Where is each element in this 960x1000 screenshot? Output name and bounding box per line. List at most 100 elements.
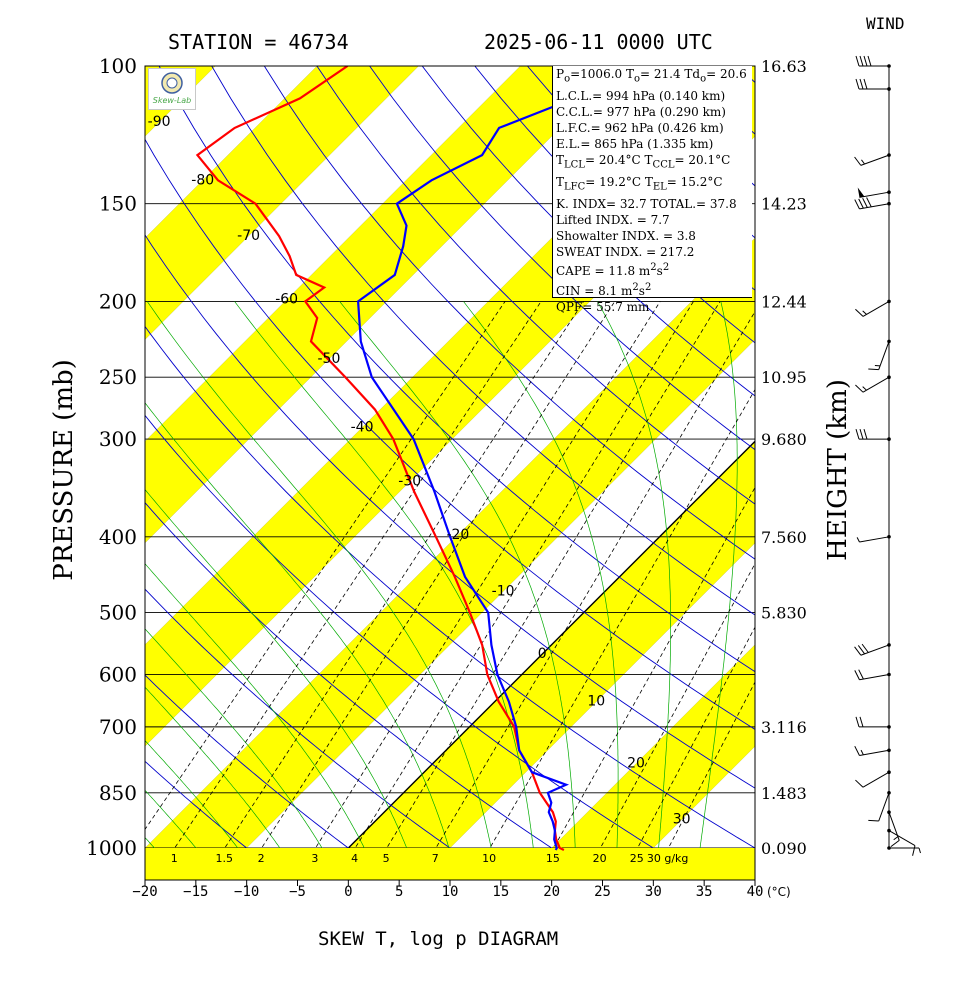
height-tick-label: 3.116: [761, 718, 807, 737]
info-line: K. INDX= 32.7 TOTAL.= 37.8: [556, 196, 737, 211]
x-tick-label: −5: [289, 884, 306, 900]
info-line: L.C.L.= 994 hPa (0.140 km): [556, 88, 726, 103]
moist-adiabat: [145, 488, 414, 865]
x-unit-label: (°C): [767, 885, 791, 899]
isotherm-label: -60: [275, 292, 298, 308]
isotherm-band: [145, 66, 419, 340]
mixing-ratio-line: [344, 301, 694, 865]
isotherm-label: -10: [492, 584, 515, 600]
wind-barb: [854, 154, 890, 166]
mixing-ratio-line: [591, 562, 755, 865]
dry-adiabat: [369, 66, 755, 451]
wind-barb: [868, 792, 890, 822]
logo-text: Skew-Lab: [153, 96, 192, 105]
wind-barb: [855, 716, 889, 728]
dry-adiabat: [145, 847, 165, 865]
isotherm-label: -50: [318, 351, 341, 367]
wind-barb: [854, 745, 890, 756]
pressure-tick-label: 600: [99, 663, 137, 687]
sounding-profiles: [195, 66, 674, 851]
dry-adiabat: [421, 66, 755, 397]
x-tick-label: −20: [132, 884, 157, 900]
temperature-profile: [195, 66, 565, 851]
dry-adiabat: [145, 502, 578, 865]
x-tick-label: 0: [344, 884, 352, 900]
yellow-temperature-bands: [145, 66, 755, 880]
wind-barb: [855, 771, 890, 788]
mixing-ratio-line: [145, 301, 506, 831]
moist-adiabat: [597, 301, 671, 865]
isotherm-line: [145, 66, 318, 239]
pressure-tick-label: 100: [99, 54, 137, 78]
info-line: E.L.= 865 hPa (1.335 km): [556, 137, 714, 152]
mixing-ratio-line: [425, 310, 755, 865]
x-tick-label: 40: [747, 884, 764, 900]
wind-barb: [854, 197, 890, 210]
dry-adiabat: [856, 30, 960, 864]
mixing-ratio-line: [304, 301, 661, 865]
moist-adiabat: [234, 301, 536, 865]
mixing-ratio-label: 20: [593, 852, 607, 865]
height-tick-label: 10.95: [761, 368, 807, 387]
moist-adiabat: [697, 301, 738, 865]
dry-adiabat: [211, 66, 755, 616]
x-tick-label: 15: [492, 884, 509, 900]
mixing-ratio-line: [479, 388, 755, 865]
isotherm-line: [145, 66, 419, 340]
info-line: CAPE = 11.8 m2s2: [556, 262, 670, 279]
dry-adiabat: [145, 674, 372, 865]
height-tick-label: 16.63: [761, 57, 807, 76]
wind-barb: [855, 428, 889, 440]
moist-adiabat: [145, 628, 333, 865]
wind-barb: [856, 536, 890, 543]
mixing-ratio-line: [628, 626, 755, 865]
info-line: C.C.L.= 977 hPa (0.290 km): [556, 104, 726, 119]
wind-barb: [888, 812, 900, 848]
pressure-tick-label: 1000: [86, 836, 137, 860]
mixing-ratio-label: 1.5: [216, 852, 234, 865]
isotherm-line: [519, 644, 755, 880]
moist-adiabat: [145, 837, 170, 865]
isotherm-line: [145, 66, 521, 442]
isotherm-line: [417, 542, 755, 880]
station-title: STATION = 46734: [168, 30, 349, 54]
dry-adiabat: [316, 66, 755, 505]
isotherm-band: [519, 644, 755, 880]
moist-adiabat: [145, 740, 251, 865]
moist-adiabat: [145, 402, 455, 865]
mixing-ratio-line: [659, 681, 755, 865]
wind-barb: [854, 669, 890, 681]
moist-adiabat: [145, 563, 373, 865]
wind-barb: [888, 830, 916, 856]
info-line: QPF= 55.7 mm: [556, 299, 650, 314]
dry-adiabat: [145, 138, 755, 730]
moist-adiabat: [339, 301, 577, 865]
wind-barb: [854, 643, 890, 656]
height-tick-label: 9.680: [761, 430, 807, 449]
info-line: TLFC= 19.2°C TEL= 15.2°C: [556, 175, 723, 193]
dewpoint-profile: [356, 66, 674, 851]
dry-adiabat: [158, 66, 755, 673]
mixing-ratio-label: 25: [630, 852, 644, 865]
height-tick-label: 1.483: [761, 784, 807, 803]
mixing-ratio-label: 15: [546, 852, 560, 865]
wind-title: WIND: [866, 14, 905, 33]
wind-barbs: [854, 55, 921, 856]
wind-barb: [855, 300, 890, 317]
wind-barb: [889, 847, 921, 854]
isotherm-line: [911, 0, 960, 895]
x-tick-label: 10: [442, 884, 459, 900]
isotherm-label: -40: [351, 420, 374, 436]
mixing-ratio-line: [213, 301, 584, 865]
pressure-tick-label: 150: [99, 192, 137, 216]
dry-adiabat: [907, 30, 960, 864]
mixing-ratio-line: [376, 301, 721, 865]
isotherm-label: 0: [538, 646, 547, 662]
stability-indices-panel: Po=1006.0 To= 21.4 Tdo= 20.6 L.C.L.= 994…: [552, 66, 752, 314]
x-tick-label: −10: [234, 884, 259, 900]
bottom-strip: [145, 848, 755, 880]
x-tick-label: 30: [645, 884, 662, 900]
height-tick-label: 0.090: [761, 839, 807, 858]
wind-barb: [868, 341, 890, 371]
dry-adiabat: [145, 588, 475, 865]
